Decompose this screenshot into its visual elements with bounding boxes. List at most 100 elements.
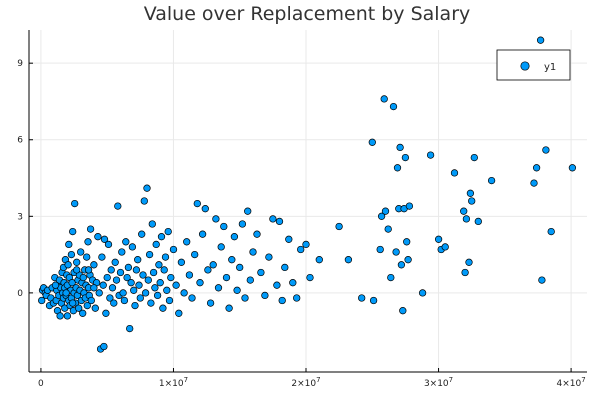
data-point [403,238,411,246]
data-point [167,273,175,282]
data-point [344,256,353,264]
data-point [434,235,443,243]
data-point [441,243,449,251]
axis-layer: 0 1×107 2×107 3×107 4×107 0 3 6 9 [17,30,587,389]
data-point [107,266,115,274]
data-point [123,273,131,282]
data-point [380,95,388,103]
data-point [466,189,475,197]
data-point [399,307,407,315]
data-point [141,289,150,297]
y-tick-label: 9 [17,59,23,69]
data-point [193,199,201,208]
data-point [102,309,110,317]
data-point [119,289,127,297]
data-point [418,289,427,297]
data-point [83,301,91,310]
data-point [73,266,81,274]
data-point [244,207,252,215]
data-point [84,238,92,246]
data-point [144,276,152,284]
data-point [62,289,70,297]
data-point [376,245,384,254]
data-point [157,233,166,241]
data-point [134,256,142,264]
data-point [114,202,122,210]
y-tick-label: 0 [17,289,23,299]
data-point [275,217,284,226]
data-point [426,151,435,159]
data-point [474,217,482,226]
data-point [393,164,402,172]
data-point [147,299,155,307]
data-point [77,248,85,256]
data-point [532,164,541,172]
data-point [487,176,496,185]
data-point [138,230,146,238]
data-point [209,261,217,269]
data-point [139,271,147,279]
data-point [94,233,102,241]
data-point [225,304,233,312]
data-point [183,238,191,246]
data-point [404,256,412,264]
data-point [297,245,305,254]
data-point [71,199,79,208]
data-point [38,296,46,305]
data-point [265,253,273,261]
data-point [126,324,134,333]
data-point [56,312,64,320]
data-point [217,243,225,251]
data-point [460,207,468,215]
x-tick-label: 3×107 [424,376,453,389]
data-point [273,281,281,289]
data-point [302,240,310,249]
data-point [536,36,545,44]
data-point [130,286,138,294]
data-point [98,253,106,261]
data-point [201,205,209,213]
data-point [86,225,95,233]
data-point [293,294,301,302]
data-point [568,164,577,172]
data-point [175,309,183,317]
data-point [69,299,77,307]
data-point [84,266,93,274]
data-point [131,301,139,310]
data-point [135,281,143,289]
data-point [206,299,215,307]
data-point [90,261,98,269]
data-point [128,243,137,251]
data-point [396,143,404,152]
data-point [149,268,158,277]
data-point [377,212,386,220]
data-point [145,250,154,259]
data-point [230,233,239,241]
data-point [530,179,538,187]
y-tick-label: 6 [17,136,23,146]
data-point [64,261,72,269]
data-point [65,240,73,249]
data-point [285,235,293,243]
data-point [136,294,144,302]
data-point [152,240,160,249]
data-point [358,294,366,302]
data-point [160,266,168,274]
data-point [547,227,555,236]
data-point [278,296,286,305]
data-point [397,261,406,269]
data-point [233,286,241,294]
grid-layer [29,30,587,372]
data-point [222,273,231,282]
data-point [228,256,236,264]
data-point [95,289,103,297]
data-point [249,248,257,256]
data-point [120,296,129,305]
data-point [104,240,113,249]
data-point [289,279,297,287]
data-point [405,202,414,210]
x-tick-label: 0 [38,379,44,389]
x-tick-label: 1×107 [159,376,188,389]
data-point [401,153,410,162]
data-point [465,258,473,266]
